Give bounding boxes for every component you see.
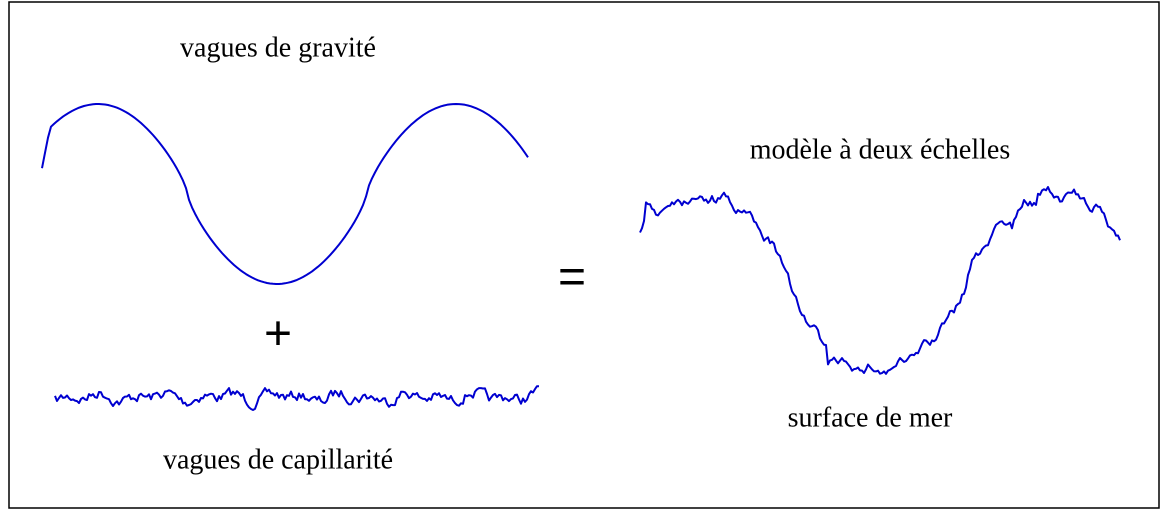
- capillary-wave: [54, 385, 540, 411]
- plus-sign: +: [264, 308, 292, 361]
- equals-sign: =: [558, 251, 586, 304]
- surface-label: surface de mer: [788, 402, 953, 433]
- model-label: modèle à deux échelles: [750, 134, 1010, 165]
- capillary-label: vagues de capillarité: [163, 444, 393, 475]
- gravity-wave: [41, 103, 529, 285]
- frame: [8, 1, 1160, 509]
- sea-surface-wave: [639, 186, 1121, 375]
- gravity-label: vagues de gravité: [180, 32, 376, 63]
